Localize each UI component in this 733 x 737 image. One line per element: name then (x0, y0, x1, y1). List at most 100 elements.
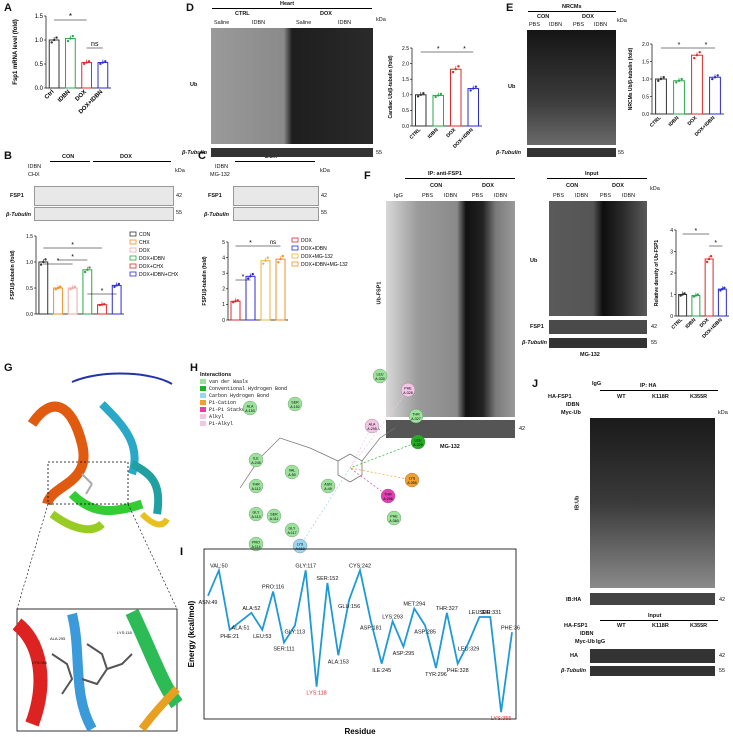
residue-node (404, 472, 420, 488)
y-axis-label: FSP1/β-tubulin (fold) (10, 250, 16, 299)
interaction-line (349, 467, 413, 481)
residue-label: A:152 (290, 405, 299, 409)
j-input-ha-label: HA (570, 653, 578, 659)
y-tick-label: 2.5 (402, 46, 409, 52)
sig-star: * (705, 42, 708, 49)
f-sub-4: IDBN (494, 193, 508, 199)
residue-label: A:296 (383, 497, 392, 501)
j-ha-blot (590, 593, 715, 605)
residue-label: A:330 (375, 377, 384, 381)
residue-label: ASP:295 (393, 651, 415, 657)
residue-label: LYS (297, 543, 304, 547)
y-tick-label: 0.5 (35, 62, 44, 68)
residue-label: A:117 (287, 531, 296, 535)
data-point (422, 92, 425, 95)
residue-label: LYS:293 (382, 614, 403, 620)
d-group-dox: DOX (320, 11, 332, 17)
residue-label: LEU:329 (458, 647, 479, 653)
f-ip-title: IP: anti-FSP1 (428, 171, 462, 177)
bar (38, 261, 49, 315)
e-mw-55: 55 (618, 150, 625, 156)
e-header: NRCMs (562, 4, 582, 10)
zoomed-binding-site: ALA:295 LYS:118 LYS:355 (12, 608, 182, 732)
y-axis-label: NRCMs Ub/β-tubulin (fold) (628, 47, 634, 110)
e-ub-label: Ub (508, 84, 516, 90)
residue-label: LEU:53 (253, 634, 271, 640)
data-point (705, 260, 709, 264)
legend-swatch (200, 421, 206, 426)
f-input-ub-label: Ub (530, 258, 538, 264)
residue-label: GLY:117 (295, 563, 316, 569)
f-mw-42: 42 (519, 426, 526, 432)
y-axis-label: Energy (kcal/mol) (187, 600, 196, 667)
residue-label: THR (412, 413, 420, 417)
panel-label-j: J (532, 378, 539, 390)
bar (230, 300, 241, 321)
bar (432, 94, 444, 127)
residue-label: GLY (253, 511, 261, 515)
residue-node (364, 418, 380, 434)
b-fsp1-label: FSP1 (10, 193, 24, 199)
y-tick-label: 5 (222, 240, 225, 246)
legend-row: Carbon Hydrogen Bond (200, 392, 287, 399)
legend-row: Pi-Pi Stacked (200, 406, 287, 413)
residue-label: A:153 (245, 409, 254, 413)
residue-label: VAL (289, 469, 296, 473)
bar (97, 62, 109, 89)
data-point (419, 93, 422, 96)
sig-star: * (714, 240, 717, 247)
residue-label: THR (384, 493, 392, 497)
data-point (434, 95, 437, 99)
d-tubulin-label: β-Tubulin (182, 150, 207, 156)
legend-row: Pi-Alkyl (200, 420, 287, 427)
d-header: Heart (280, 1, 295, 7)
x-tick-label: DOX (75, 89, 88, 102)
data-point (100, 303, 104, 306)
bar (467, 88, 479, 127)
residue-label: A:50 (288, 473, 295, 477)
residue-label: A:113 (251, 515, 260, 519)
b-con-line (50, 161, 90, 162)
b-group-dox: DOX (120, 154, 132, 160)
j-kda: kDa (718, 410, 728, 416)
y-tick-label: 3 (222, 271, 225, 277)
x-tick-label: DOX (687, 115, 699, 127)
data-point (696, 293, 700, 296)
j-group-k118r: K118R (652, 394, 669, 400)
bar (415, 94, 427, 127)
d-sub-4: IDBN (338, 20, 352, 26)
panel-label-i: I (180, 546, 183, 558)
legend-label: DOX (301, 238, 313, 244)
f-input-sub-3: PBS (600, 193, 612, 199)
residue-label: A:328 (403, 391, 412, 395)
f-input-sub-2: IDBN (575, 193, 589, 199)
y-tick-label: 0.5 (26, 286, 33, 292)
x-tick-label: IDBN (684, 317, 697, 330)
legend-swatch (200, 400, 206, 405)
y-tick-label: 1 (670, 292, 673, 298)
e-group-con: CON (537, 14, 550, 20)
data-point (50, 41, 53, 44)
y-tick-label: 2.0 (642, 42, 649, 48)
data-point (247, 277, 250, 280)
plot-frame (203, 548, 517, 720)
y-tick-label: 1.0 (642, 77, 649, 83)
residue-label: A:49 (324, 487, 331, 491)
y-tick-label: 1.0 (26, 260, 33, 266)
data-point (88, 266, 91, 269)
bar (245, 275, 256, 321)
j-ib-ub-label: IB:Ub (574, 495, 581, 511)
data-point (234, 300, 237, 303)
sig-star: * (71, 242, 74, 249)
e-sub-1: PBS (529, 22, 541, 28)
interaction-line (349, 441, 419, 469)
legend-label: DOX+IDBN (139, 256, 165, 262)
sig-star: * (71, 254, 74, 261)
legend-row: van der Waals (200, 378, 287, 385)
data-point (236, 299, 239, 302)
data-point (692, 295, 696, 298)
residue-label: ALA (369, 423, 376, 427)
legend-label: DOX+CHX (139, 264, 164, 270)
j-ub-blot (590, 418, 715, 588)
panel-label-d: D (186, 2, 194, 14)
